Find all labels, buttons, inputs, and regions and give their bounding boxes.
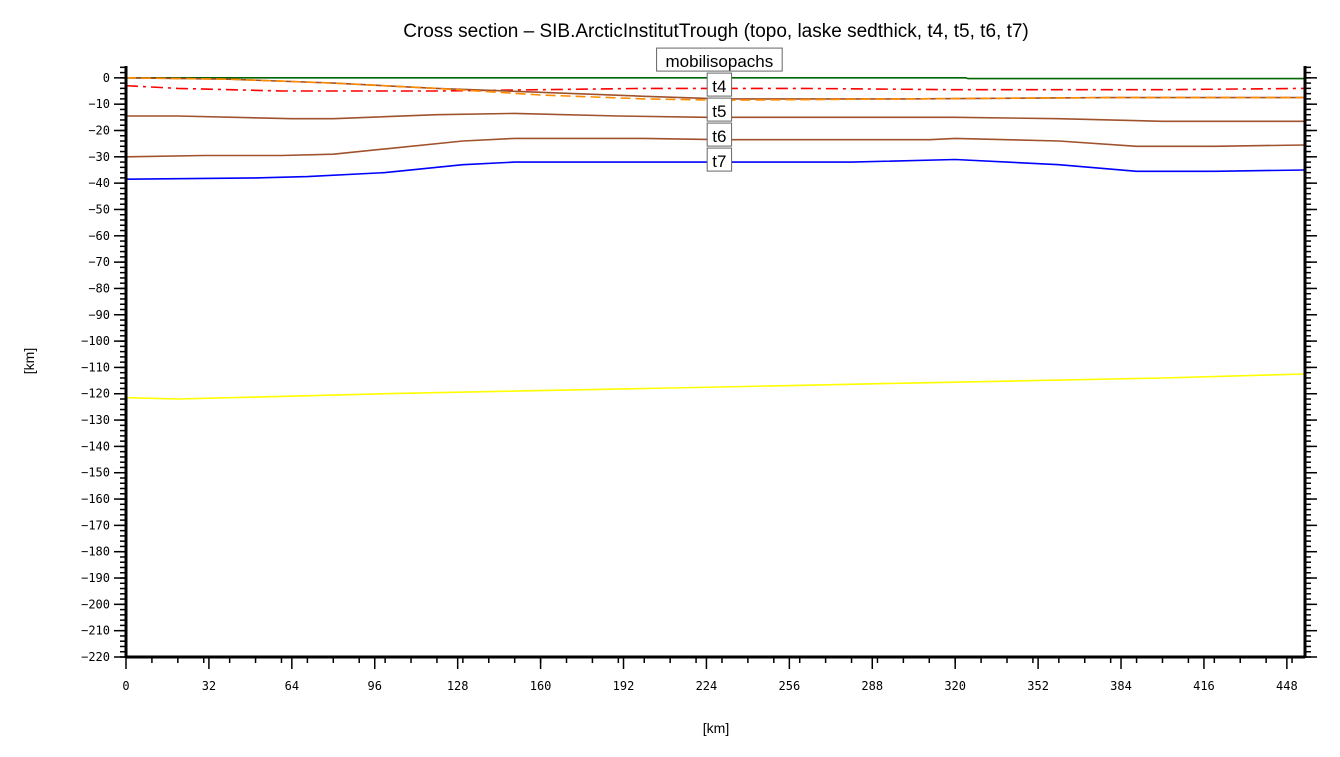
y-tick-label: −50	[88, 202, 110, 216]
x-tick-label: 352	[1027, 679, 1049, 693]
y-tick-label: −130	[81, 413, 110, 427]
series-line-7	[125, 373, 1306, 400]
series-label-text: t6	[712, 127, 726, 146]
x-tick-label: 0	[122, 679, 129, 693]
y-tick-label: −170	[81, 518, 110, 532]
x-tick-label: 224	[696, 679, 718, 693]
series-line-t7	[125, 158, 1306, 180]
annotations: t7 t6 t5 t4 mobilisopachs	[656, 47, 783, 172]
x-tick-label: 416	[1193, 679, 1215, 693]
series-label-box	[706, 72, 733, 97]
axes: 0 −10 −20 −30 −40 −50 −60 −70 −80 −90 −100 −110 −120…	[81, 66, 1317, 693]
y-axis-label: [km]	[21, 348, 37, 374]
x-tick-label: 64	[285, 679, 299, 693]
series-label-t5: t5	[706, 97, 733, 122]
y-tick-label: −20	[88, 123, 110, 137]
series-label-box	[706, 122, 733, 147]
x-axis-label: [km]	[703, 720, 729, 736]
x-tick-label: 384	[1110, 679, 1132, 693]
series-label-box	[706, 147, 733, 172]
series-label-text: t4	[712, 77, 726, 96]
series-label-text: t7	[712, 152, 726, 171]
y-tick-label: −150	[81, 466, 110, 480]
series-label-box	[656, 47, 783, 72]
y-tick-label: −200	[81, 597, 110, 611]
y-tick-label: −70	[88, 255, 110, 269]
y-tick-label: −190	[81, 571, 110, 585]
x-tick-label: 448	[1276, 679, 1298, 693]
x-tick-label: 192	[613, 679, 635, 693]
series-line-3	[125, 77, 1305, 102]
y-tick-label: −30	[88, 150, 110, 164]
series-label-t6: t6	[706, 122, 733, 147]
x-tick-label: 160	[530, 679, 552, 693]
y-tick-label: −220	[81, 650, 110, 664]
series-line-t6	[125, 137, 1306, 158]
x-tick-label: 32	[202, 679, 216, 693]
x-tick-label: 288	[861, 679, 883, 693]
y-tick-label: −140	[81, 439, 110, 453]
chart-title: Cross section – SIB.ArcticInstitutTrough…	[403, 21, 1029, 42]
x-tick-label: 320	[944, 679, 966, 693]
series-label-t4: t4	[706, 72, 733, 97]
series-label-mobilisopachs: mobilisopachs	[656, 47, 783, 72]
series-label-text: t5	[712, 102, 726, 121]
series-label-box	[706, 97, 733, 122]
y-tick-label: 0	[103, 71, 110, 85]
x-tick-label: 256	[779, 679, 801, 693]
y-tick-label: −10	[88, 97, 110, 111]
y-tick-label: −210	[81, 624, 110, 638]
y-tick-label: −60	[88, 229, 110, 243]
y-tick-label: −90	[88, 308, 110, 322]
series-group	[125, 77, 1306, 400]
series-line-0	[126, 77, 1305, 80]
y-tick-label: −160	[81, 492, 110, 506]
series-line-t5	[126, 112, 1305, 123]
x-tick-label: 96	[368, 679, 382, 693]
y-tick-label: −110	[81, 360, 110, 374]
y-tick-label: −100	[81, 334, 110, 348]
series-label-t7: t7	[706, 147, 733, 172]
y-tick-label: −40	[88, 176, 110, 190]
series-line-1	[125, 84, 1306, 92]
y-tick-label: −120	[81, 387, 110, 401]
series-label-text: mobilisopachs	[666, 52, 774, 71]
x-tick-label: 128	[447, 679, 469, 693]
y-tick-label: −80	[88, 281, 110, 295]
y-tick-label: −180	[81, 545, 110, 559]
